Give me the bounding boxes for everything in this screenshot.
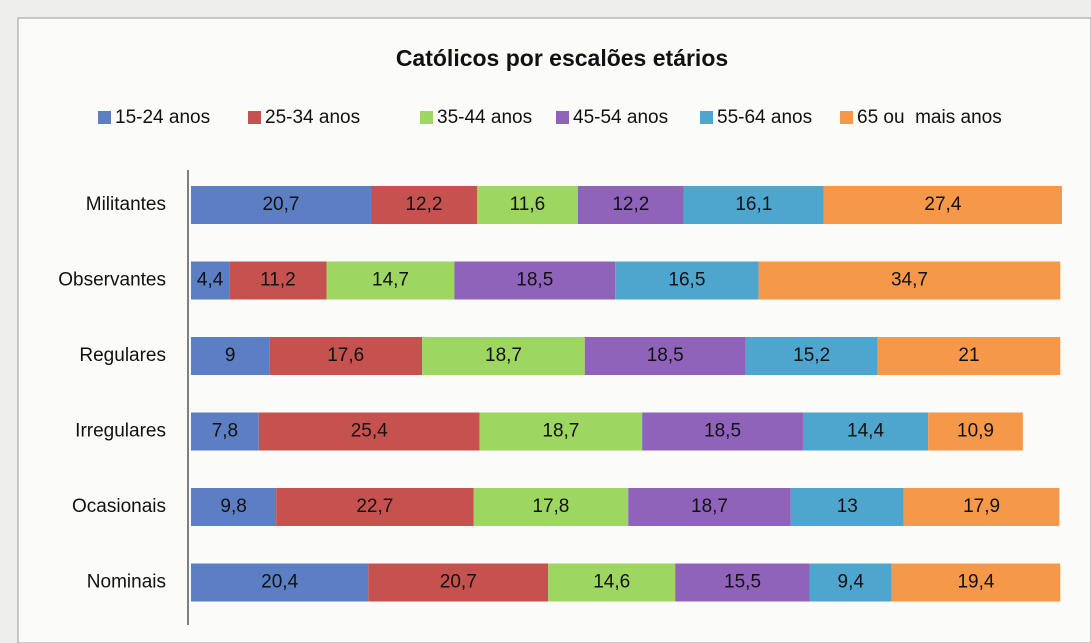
bar-segment [903,488,1060,526]
bar-segment [326,261,455,300]
data-label: 14,4 [847,421,884,442]
legend-label: 25-34 anos [265,107,360,128]
bar-segment [675,563,810,602]
y-tick-label: Irregulares [75,421,166,442]
data-label: 4,4 [197,270,224,291]
data-label: 20,7 [440,572,477,593]
data-label: 17,9 [963,496,1000,517]
bar-segment [809,563,892,602]
data-label: 18,7 [691,496,728,517]
bar-segment [577,186,684,224]
bar-segment [191,186,371,224]
data-label: 9,8 [220,496,246,517]
data-label: 9,4 [838,572,865,593]
data-label: 18,5 [704,421,741,442]
bar-segment [191,261,230,300]
data-label: 18,5 [647,345,684,366]
legend-label: 35-44 anos [437,107,532,128]
data-label: 21 [958,345,979,366]
data-label: 9 [225,345,236,366]
bar-segment [615,261,759,300]
bar-segment [628,488,791,526]
bar-segment [191,563,369,602]
data-label: 15,2 [793,345,830,366]
bar-segment [258,412,480,451]
data-label: 15,5 [724,572,761,593]
bar-segment [422,337,585,375]
data-label: 16,1 [735,194,772,215]
y-tick-label: Regulares [79,345,166,366]
data-label: 18,7 [542,421,579,442]
data-label: 14,7 [372,270,409,291]
bar-segment [191,488,277,526]
data-label: 20,4 [261,572,298,593]
y-tick-label: Militantes [86,194,166,215]
bar-segment [877,337,1061,375]
bar-segment [745,337,878,375]
bar-segment [802,412,929,451]
bar-segment [642,412,803,451]
bar-segment [479,412,643,451]
bar-segment [454,261,616,300]
chart-area [17,17,1091,643]
legend-label: 45-54 anos [573,107,668,128]
bar-segment [476,186,578,224]
y-tick-label: Observantes [58,270,166,291]
data-label: 34,7 [891,270,928,291]
data-label: 12,2 [612,194,649,215]
bar-segment [276,488,474,526]
data-label: 27,4 [924,194,961,215]
chart-title: Católicos por escalões etários [396,45,728,71]
legend-swatch [556,111,569,124]
data-label: 12,2 [405,194,442,215]
data-label: 19,4 [957,572,994,593]
legend-swatch [248,111,261,124]
bar-segment [790,488,904,526]
legend-swatch [98,111,111,124]
legend-label: 15-24 anos [115,107,210,128]
bar-segment [269,337,423,375]
bar-segment [368,563,549,602]
data-label: 17,6 [327,345,364,366]
bar-segment [683,186,824,224]
legend-label: 65 ou mais anos [857,107,1002,128]
data-label: 22,7 [356,496,393,517]
data-label: 14,6 [593,572,630,593]
data-label: 18,5 [516,270,553,291]
bar-segment [473,488,629,526]
data-label: 25,4 [351,421,388,442]
data-label: 16,5 [668,270,705,291]
data-label: 13 [837,496,858,517]
data-label: 17,8 [532,496,569,517]
bar-segment [891,563,1061,602]
legend-label: 55-64 anos [717,107,812,128]
legend-swatch [840,111,853,124]
data-label: 10,9 [957,421,994,442]
bar-segment [548,563,676,602]
bar-segment [584,337,746,375]
bar-segment [191,412,259,451]
data-label: 7,8 [212,421,238,442]
data-label: 18,7 [485,345,522,366]
y-tick-label: Ocasionais [72,496,166,517]
bar-segment [370,186,477,224]
legend-swatch [700,111,713,124]
bar-segment [229,261,327,300]
data-label: 20,7 [262,194,299,215]
bar-segment [191,337,270,375]
data-label: 11,6 [510,194,546,215]
bar-segment [928,412,1023,451]
bar-segment [823,186,1062,224]
legend-swatch [420,111,433,124]
bar-segment [758,261,1061,300]
y-tick-label: Nominais [87,572,166,593]
data-label: 11,2 [260,270,296,291]
